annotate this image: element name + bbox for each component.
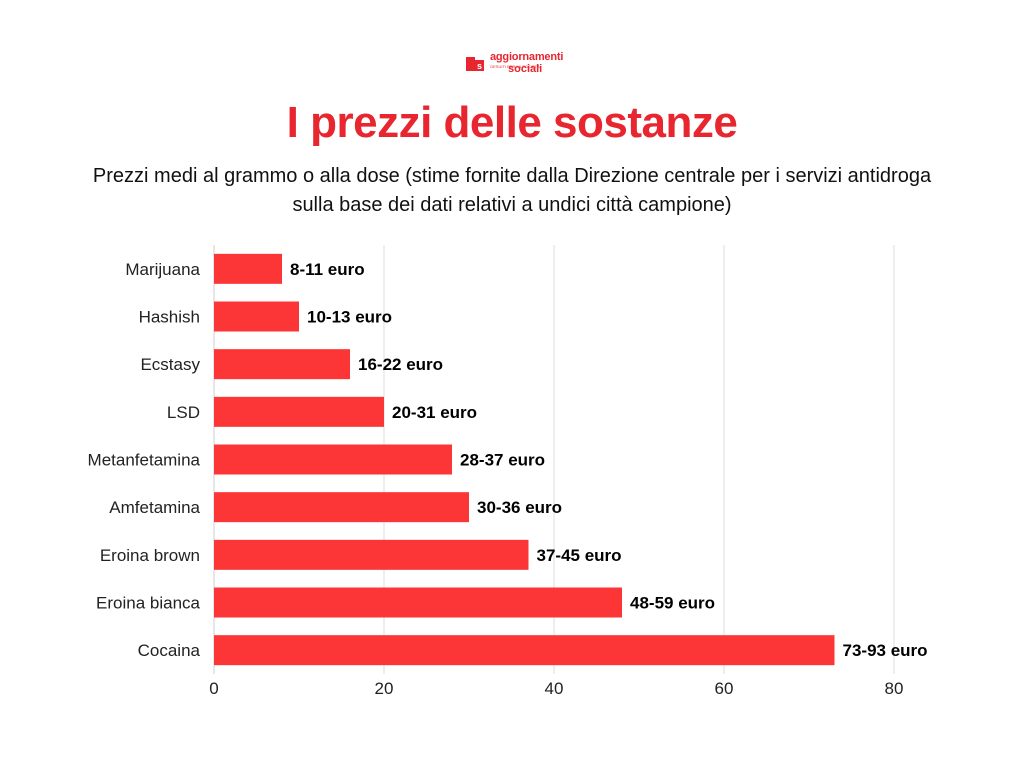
logo-text: aggiornamenti GESUITI PER LA SOCIETÀ soc… xyxy=(490,52,563,75)
logo-mark-icon: s xyxy=(466,56,484,71)
x-tick-label: 40 xyxy=(545,679,564,698)
x-tick-label: 0 xyxy=(209,679,218,698)
bar xyxy=(214,349,350,380)
data-label: 20-31 euro xyxy=(392,403,477,422)
data-label: 37-45 euro xyxy=(537,546,622,565)
category-label: Marijuana xyxy=(125,260,200,279)
chart-title: I prezzi delle sostanze xyxy=(286,98,738,147)
chart-subtitle: Prezzi medi al grammo o alla dose (stime… xyxy=(92,165,932,216)
bar xyxy=(214,253,282,284)
logo-tagline: GESUITI PER LA SOCIETÀ xyxy=(490,64,540,69)
bar xyxy=(214,587,622,618)
data-label: 30-36 euro xyxy=(477,498,562,517)
category-label: Cocaina xyxy=(138,641,201,660)
data-label: 8-11 euro xyxy=(290,260,365,279)
x-tick-label: 80 xyxy=(885,679,904,698)
category-label: LSD xyxy=(167,403,200,422)
bar xyxy=(214,396,384,427)
data-label: 16-22 euro xyxy=(358,355,443,374)
data-label: 73-93 euro xyxy=(843,641,928,660)
category-label: Hashish xyxy=(139,308,200,327)
bar xyxy=(214,444,452,475)
x-tick-label: 20 xyxy=(375,679,394,698)
svg-text:s: s xyxy=(477,61,482,71)
data-label: 28-37 euro xyxy=(460,451,545,470)
bar xyxy=(214,492,469,523)
logo: s aggiornamenti GESUITI PER LA SOCIETÀ s… xyxy=(466,52,563,75)
logo-line2: sociali xyxy=(508,63,543,75)
x-tick-label: 60 xyxy=(715,679,734,698)
bar xyxy=(214,539,529,570)
logo-line1: aggiornamenti xyxy=(490,51,564,63)
data-label: 10-13 euro xyxy=(307,308,392,327)
category-label: Ecstasy xyxy=(140,355,200,374)
category-label: Eroina brown xyxy=(100,546,200,565)
category-label: Eroina bianca xyxy=(96,594,201,613)
bar xyxy=(214,635,835,666)
bar xyxy=(214,301,299,332)
data-label: 48-59 euro xyxy=(630,594,715,613)
category-label: Metanfetamina xyxy=(88,451,201,470)
category-label: Amfetamina xyxy=(109,498,200,517)
